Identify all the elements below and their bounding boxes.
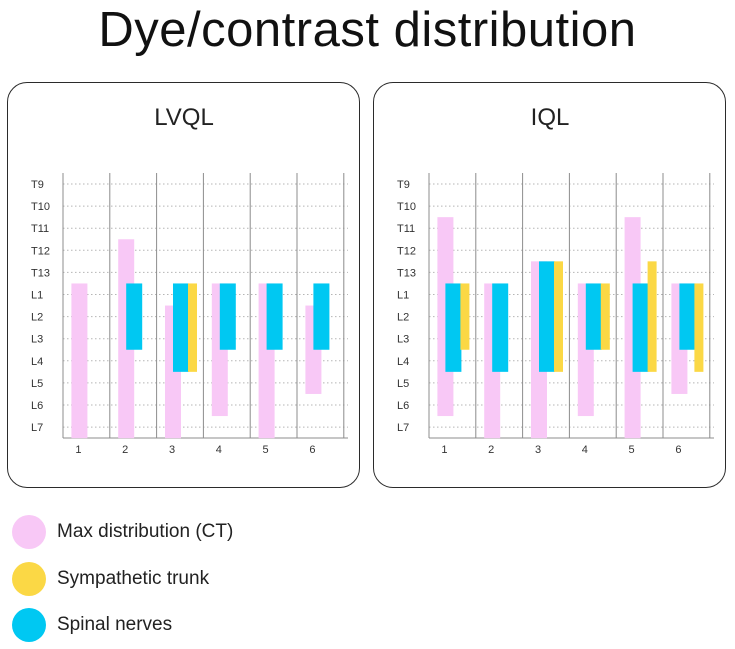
x-tick-label-2: 2	[122, 444, 128, 456]
x-tick-label-1: 1	[75, 444, 81, 456]
legend-swatch-sympathetic-trunk	[12, 562, 46, 596]
y-tick-label-l6: L6	[31, 400, 43, 412]
x-tick-label-3: 3	[535, 444, 541, 456]
legend-label-spinal-nerves: Spinal nerves	[57, 614, 173, 635]
y-tick-label-l5: L5	[31, 378, 43, 390]
y-tick-label-l2: L2	[31, 312, 43, 324]
y-tick-label-l1: L1	[397, 290, 409, 302]
x-tick-label-6: 6	[309, 444, 315, 456]
y-tick-label-l4: L4	[31, 356, 43, 368]
bar-spinal-2	[126, 283, 143, 350]
bar-spinal-4	[219, 283, 236, 350]
bar-sympathetic-6	[694, 283, 704, 372]
bar-sympathetic-3	[188, 283, 197, 372]
bar-sympathetic-1	[460, 283, 470, 350]
x-tick-label-6: 6	[675, 444, 681, 456]
y-tick-label-l7: L7	[397, 422, 409, 434]
bar-spinal-5	[266, 283, 283, 350]
bar-spinal-5	[632, 283, 649, 372]
bar-spinal-6	[679, 283, 696, 350]
legend-item-spinal-nerves: Spinal nerves	[12, 608, 412, 642]
y-tick-label-t10: T10	[397, 201, 416, 213]
bar-sympathetic-5	[647, 261, 657, 372]
bar-spinal-4	[585, 283, 602, 350]
legend-label-sympathetic-trunk: Sympathetic trunk	[57, 568, 210, 589]
y-tick-label-l7: L7	[31, 422, 43, 434]
y-tick-label-l5: L5	[397, 378, 409, 390]
y-tick-label-l4: L4	[397, 356, 409, 368]
panel-iql: IQL T9 T10 T11 T12 T13 L1 L2 L3 L4 L5 L6 L7 1 2 3 4 5 6	[373, 82, 726, 488]
y-tick-label-t13: T13	[31, 267, 50, 279]
y-tick-label-l6: L6	[397, 400, 409, 412]
legend-swatch-spinal-nerves	[12, 608, 46, 642]
y-tick-label-l3: L3	[31, 334, 43, 346]
legend-item-sympathetic-trunk: Sympathetic trunk	[12, 562, 412, 596]
legend-swatch-max-distribution	[12, 515, 46, 549]
y-tick-label-l2: L2	[397, 312, 409, 324]
chart-title: Dye/contrast distribution	[98, 3, 637, 57]
panel-lvql: LVQL T9 T10 T11 T12 T13 L1 L2 L3 L4 L5 L6 L7 1 2 3 4 5 6	[7, 82, 360, 488]
y-tick-label-t12: T12	[397, 245, 416, 257]
legend-item-max-distribution: Max distribution (CT)	[12, 515, 412, 549]
panel-title: LVQL	[154, 104, 214, 131]
x-tick-label-3: 3	[169, 444, 175, 456]
x-tick-label-2: 2	[488, 444, 494, 456]
x-tick-label-4: 4	[582, 444, 588, 456]
x-tick-label-4: 4	[216, 444, 222, 456]
x-tick-label-5: 5	[629, 444, 635, 456]
x-tick-label-5: 5	[263, 444, 269, 456]
lvql-chart: LVQL T9 T10 T11 T12 T13 L1 L2 L3 L4 L5 L6 L7 1 2 3 4 5 6	[31, 104, 348, 456]
bar-spinal-2	[492, 283, 509, 372]
bar-max-ct-5	[624, 217, 641, 439]
bar-spinal-3	[539, 261, 555, 372]
y-tick-label-t12: T12	[31, 245, 50, 257]
bar-spinal-6	[313, 283, 330, 350]
y-tick-label-t11: T11	[31, 223, 49, 235]
bar-max-ct-1	[71, 283, 88, 439]
y-tick-label-t9: T9	[397, 179, 410, 191]
legend-label-max-distribution: Max distribution (CT)	[57, 521, 234, 542]
bar-spinal-1	[445, 283, 462, 372]
bar-sympathetic-4	[600, 283, 610, 350]
bar-sympathetic-3	[554, 261, 563, 372]
y-tick-label-t10: T10	[31, 201, 50, 213]
y-tick-label-t9: T9	[31, 179, 44, 191]
y-tick-label-l3: L3	[397, 334, 409, 346]
y-tick-label-t13: T13	[397, 267, 416, 279]
iql-chart: IQL T9 T10 T11 T12 T13 L1 L2 L3 L4 L5 L6 L7 1 2 3 4 5 6	[397, 104, 714, 456]
bar-spinal-3	[173, 283, 189, 372]
x-tick-label-1: 1	[441, 444, 447, 456]
panel-title: IQL	[531, 104, 570, 131]
y-tick-label-t11: T11	[397, 223, 415, 235]
y-tick-label-l1: L1	[31, 290, 43, 302]
